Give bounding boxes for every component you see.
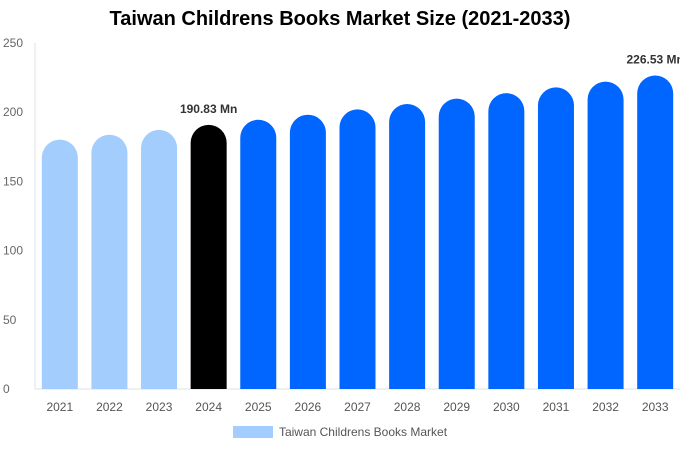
x-tick-label: 2027	[344, 400, 371, 414]
y-tick-label: 100	[3, 244, 23, 258]
bar-2024	[190, 124, 227, 389]
bar-2022	[91, 134, 128, 389]
bar-2021	[41, 139, 78, 389]
legend-swatch	[232, 426, 273, 438]
bar-2030	[488, 93, 525, 389]
bar-2025	[240, 119, 277, 389]
y-tick-label: 250	[3, 36, 23, 50]
x-tick-label: 2033	[642, 400, 669, 414]
x-tick-label: 2023	[146, 400, 173, 414]
data-label: 226.53 Mn	[627, 52, 680, 66]
bar-2029	[438, 98, 475, 389]
y-tick-label: 50	[3, 313, 17, 327]
bar-2031	[537, 87, 574, 390]
bar-2026	[289, 114, 326, 390]
x-tick-label: 2032	[592, 400, 619, 414]
x-tick-label: 2030	[493, 400, 520, 414]
y-tick-label: 0	[3, 382, 10, 396]
bar-2032	[587, 81, 624, 390]
x-tick-label: 2025	[245, 400, 272, 414]
bar-2027	[339, 109, 376, 389]
bar-2028	[389, 104, 426, 390]
x-tick-label: 2029	[443, 400, 470, 414]
y-tick-label: 150	[3, 174, 23, 188]
x-tick-label: 2024	[195, 400, 222, 414]
x-tick-label: 2028	[394, 400, 421, 414]
bar-2033	[637, 75, 674, 389]
x-tick-label: 2021	[46, 400, 73, 414]
bar-2023	[141, 129, 178, 390]
x-tick-label: 2031	[543, 400, 570, 414]
data-label: 190.83 Mn	[180, 102, 237, 116]
x-tick-label: 2026	[295, 400, 322, 414]
chart-title: Taiwan Childrens Books Market Size (2021…	[109, 8, 571, 30]
legend-label: Taiwan Childrens Books Market	[278, 425, 448, 439]
y-tick-label: 200	[3, 105, 23, 119]
legend[interactable]: Taiwan Childrens Books Market	[0, 425, 680, 439]
x-tick-label: 2022	[96, 400, 123, 414]
